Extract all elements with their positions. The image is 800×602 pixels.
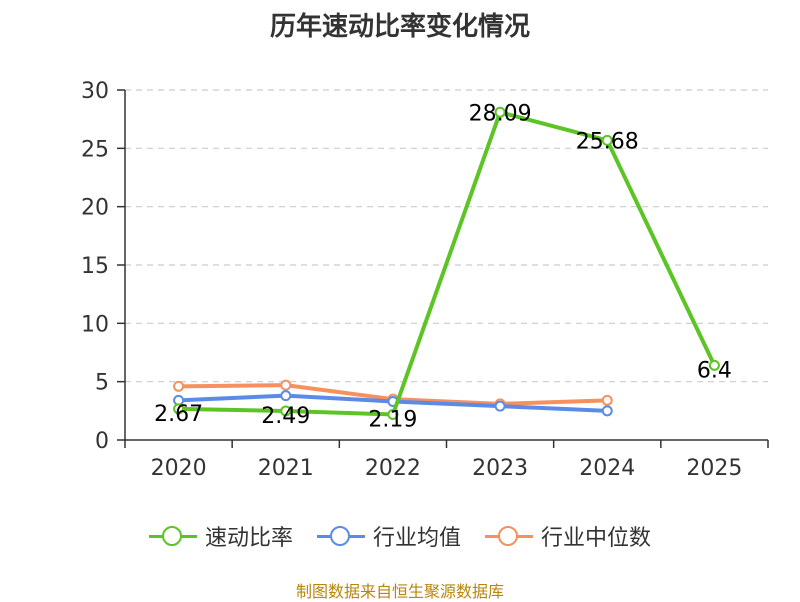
legend-item-quick-ratio[interactable]: 速动比率	[148, 520, 293, 552]
data-point	[601, 405, 613, 417]
y-tick-label: 30	[81, 79, 109, 104]
legend: 速动比率 行业均值 行业中位数	[0, 520, 800, 552]
data-point	[387, 408, 399, 420]
data-point	[708, 359, 720, 371]
x-tick-label: 2024	[579, 456, 635, 481]
y-tick-label: 25	[81, 137, 109, 162]
x-tick-label: 2025	[686, 456, 742, 481]
data-label: 2.49	[261, 404, 310, 429]
y-tick-label: 5	[95, 371, 109, 396]
data-label: 28.09	[469, 101, 532, 126]
x-tick-label: 2022	[365, 456, 421, 481]
x-tick-label: 2020	[151, 456, 207, 481]
legend-label: 行业中位数	[541, 526, 652, 551]
legend-symbol-icon	[148, 526, 197, 546]
data-label: 6.4	[697, 358, 732, 383]
data-point	[601, 134, 613, 146]
y-tick-label: 20	[81, 196, 109, 221]
data-point	[173, 380, 185, 392]
legend-item-industry-median[interactable]: 行业中位数	[485, 520, 651, 552]
legend-item-industry-mean[interactable]: 行业均值	[316, 520, 461, 552]
y-tick-label: 15	[81, 254, 109, 279]
series-0	[173, 106, 720, 420]
chart-title: 历年速动比率变化情况	[269, 12, 530, 42]
data-point	[173, 403, 185, 415]
legend-label: 速动比率	[204, 526, 293, 551]
legend-symbol-icon	[485, 526, 533, 546]
x-tick-label: 2021	[258, 456, 314, 481]
y-tick-label: 10	[81, 312, 109, 337]
data-label: 2.19	[368, 407, 417, 432]
data-point	[494, 106, 506, 118]
data-label: 25.68	[576, 129, 639, 154]
data-point	[280, 390, 292, 402]
data-label: 2.67	[154, 402, 203, 427]
legend-symbol-icon	[316, 526, 365, 546]
data-point	[601, 394, 613, 406]
y-tick-label: 0	[95, 429, 109, 454]
data-point	[280, 379, 292, 391]
legend-label: 行业均值	[372, 526, 461, 551]
data-source-note: 制图数据来自恒生聚源数据库	[295, 582, 504, 601]
series-line	[178, 110, 717, 417]
data-point	[280, 405, 292, 417]
x-tick-label: 2023	[472, 456, 528, 481]
data-point	[494, 400, 506, 412]
